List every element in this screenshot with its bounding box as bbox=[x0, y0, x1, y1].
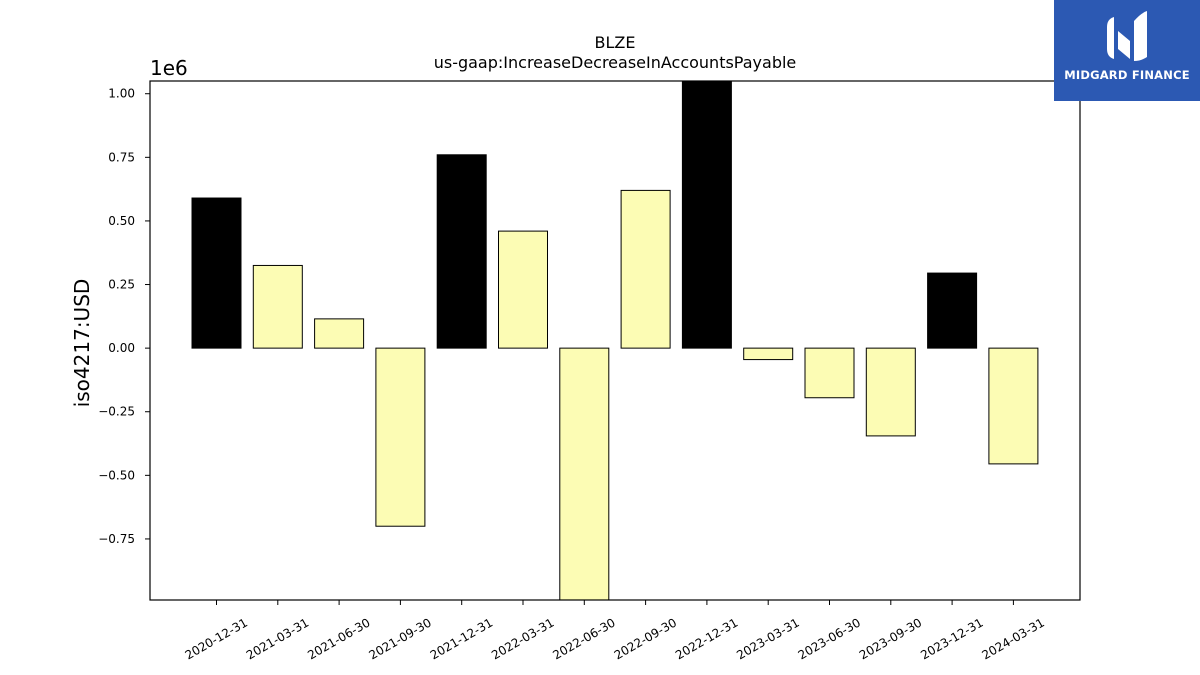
bar-2020-12-31 bbox=[191, 197, 242, 349]
bar-2022-06-30 bbox=[559, 347, 610, 601]
midgard-logo-icon bbox=[1107, 11, 1147, 61]
x-tick-label: 2021-06-30 bbox=[305, 615, 372, 662]
x-tick-label: 2022-03-31 bbox=[489, 615, 556, 662]
x-tick-label: 2021-09-30 bbox=[366, 615, 433, 662]
y-axis-label: iso4217:USD bbox=[70, 279, 94, 408]
x-tick-label: 2023-09-30 bbox=[857, 615, 924, 662]
y-tick-label: 0.50 bbox=[108, 214, 135, 228]
x-axis-ticks: 2020-12-312021-03-312021-06-302021-09-30… bbox=[183, 600, 1047, 662]
bar-2023-06-30 bbox=[804, 347, 855, 399]
bar-2024-03-31 bbox=[988, 347, 1039, 465]
x-tick-label: 2021-12-31 bbox=[428, 615, 495, 662]
bar-2023-09-30 bbox=[865, 347, 916, 437]
x-tick-label: 2024-03-31 bbox=[979, 615, 1046, 662]
bar-2021-12-31 bbox=[436, 154, 487, 349]
logo-text: MIDGARD FINANCE bbox=[1064, 68, 1190, 82]
y-tick-label: 0.00 bbox=[108, 341, 135, 355]
bar-2021-09-30 bbox=[375, 347, 426, 527]
y-tick-label: −0.75 bbox=[98, 532, 135, 546]
bar-2023-03-31 bbox=[743, 347, 794, 361]
bar-2022-09-30 bbox=[620, 189, 671, 349]
y-tick-label: 0.75 bbox=[108, 150, 135, 164]
bar-2022-12-31 bbox=[681, 80, 732, 349]
chart-title: BLZE bbox=[595, 33, 636, 52]
y-axis-ticks: −0.75 −0.50 −0.25 0.00 0.25 0.50 0.75 1.00 bbox=[98, 87, 150, 546]
x-tick-label: 2023-12-31 bbox=[918, 615, 985, 662]
bar-2021-06-30 bbox=[314, 318, 365, 349]
y-tick-label: −0.50 bbox=[98, 468, 135, 482]
bar-2023-12-31 bbox=[927, 272, 978, 349]
y-tick-label: 0.25 bbox=[108, 278, 135, 292]
y-tick-label: −0.25 bbox=[98, 405, 135, 419]
bar-2022-03-31 bbox=[498, 230, 548, 349]
chart-subtitle: us-gaap:IncreaseDecreaseInAccountsPayabl… bbox=[434, 53, 797, 72]
x-tick-label: 2023-03-31 bbox=[734, 615, 801, 662]
x-tick-label: 2022-06-30 bbox=[550, 615, 617, 662]
bar-2021-03-31 bbox=[252, 264, 303, 349]
bars-group bbox=[191, 80, 1039, 601]
y-axis-scale-label: 1e6 bbox=[150, 56, 188, 80]
x-tick-label: 2022-12-31 bbox=[673, 615, 740, 662]
y-tick-label: 1.00 bbox=[108, 87, 135, 101]
x-tick-label: 2021-03-31 bbox=[244, 615, 311, 662]
x-tick-label: 2022-09-30 bbox=[612, 615, 679, 662]
x-tick-label: 2023-06-30 bbox=[796, 615, 863, 662]
x-tick-label: 2020-12-31 bbox=[183, 615, 250, 662]
midgard-finance-logo: MIDGARD FINANCE bbox=[1054, 0, 1200, 101]
plot-frame bbox=[149, 80, 1081, 601]
